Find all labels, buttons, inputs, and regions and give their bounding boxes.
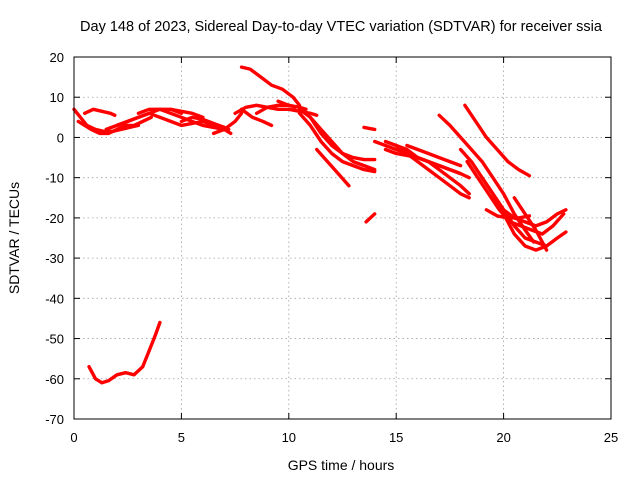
y-tick-label: 10 (50, 90, 64, 105)
series-line-track-13 (239, 107, 274, 128)
x-tick-label: 10 (282, 430, 296, 445)
series-line-track-35 (87, 320, 162, 385)
series-line-track-21 (362, 125, 377, 132)
series-line-track-12 (254, 103, 308, 115)
plot-frame (73, 56, 612, 420)
y-tick-label: 0 (57, 130, 64, 145)
series-line-track-20 (364, 212, 377, 224)
series-line-track-10 (211, 111, 244, 136)
series-line-track-05 (115, 111, 162, 128)
y-tick-label: -50 (45, 332, 64, 347)
y-tick-label: -60 (45, 372, 64, 387)
series-line-track-28 (463, 103, 532, 178)
chart-title: Day 148 of 2023, Sidereal Day-to-day VTE… (80, 19, 603, 35)
series-line-track-19 (315, 147, 351, 188)
series-line-track-09 (169, 107, 205, 119)
series-line-track-24 (383, 147, 471, 196)
x-tick-label: 0 (70, 430, 77, 445)
series-group (72, 65, 568, 385)
series-line-track-33 (512, 196, 549, 252)
x-tick-label: 5 (178, 430, 185, 445)
series-line-track-15 (239, 65, 302, 107)
series-line-track-26 (405, 143, 463, 168)
y-tick-label: -30 (45, 251, 64, 266)
x-axis-label: GPS time / hours (288, 457, 395, 473)
series-line-track-27 (437, 113, 536, 244)
axis-ticks: 0 5 10 15 20 25 -70 -60 -50 -40 -30 -20 -10 0 10 20 (45, 50, 618, 445)
series-line-track-30 (465, 159, 566, 236)
y-axis-label: SDTVAR / TECUs (6, 182, 22, 294)
x-tick-label: 25 (604, 430, 618, 445)
series-line-track-25 (394, 143, 471, 200)
x-tick-label: 20 (496, 430, 510, 445)
series-line-track-01 (72, 107, 141, 134)
y-tick-label: -40 (45, 291, 64, 306)
x-tick-label: 15 (389, 430, 403, 445)
series-line-track-03 (83, 107, 117, 117)
series-line-track-18 (308, 115, 377, 162)
y-tick-label: -10 (45, 171, 64, 186)
series-line-track-14 (276, 99, 297, 109)
series-line-track-07 (158, 115, 227, 132)
series-line-track-17 (297, 111, 377, 174)
series-line-track-34 (484, 208, 532, 220)
y-tick-label: -70 (45, 412, 64, 427)
y-tick-label: 20 (50, 50, 64, 65)
grid (74, 57, 611, 419)
series-line-track-02 (76, 115, 153, 136)
y-tick-label: -20 (45, 211, 64, 226)
